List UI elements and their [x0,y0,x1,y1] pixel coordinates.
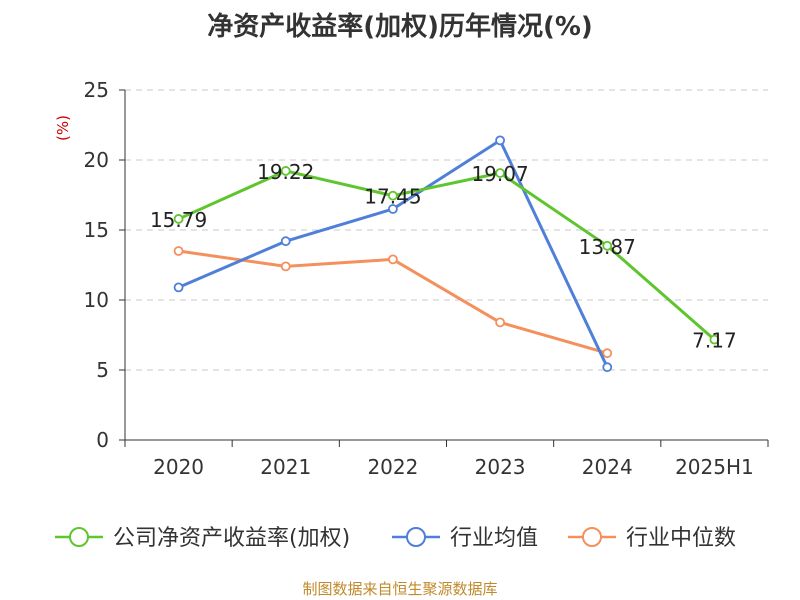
data-point [173,282,184,293]
y-tick-label: 5 [96,358,109,382]
chart-title: 净资产收益率(加权)历年情况(%) [207,12,593,42]
x-tick-label: 2024 [582,455,633,479]
x-tick-label: 2022 [367,455,418,479]
data-point [602,362,613,373]
y-tick-label: 10 [84,288,109,312]
x-tick-label: 2020 [153,455,204,479]
data-point [388,190,398,201]
legend-marker [406,527,426,547]
data-label: 19.22 [257,160,314,184]
data-label: 17.45 [364,185,421,209]
legend-label: 行业均值 [450,526,538,551]
data-point [280,261,291,272]
data-label: 7.17 [692,329,737,353]
legend-marker [69,527,89,547]
x-tick-label: 2021 [260,455,311,479]
data-point [388,204,398,214]
data-point [388,254,398,265]
data-label: 15.79 [150,208,207,232]
data-point [709,334,720,345]
y-axis-label: (%) [54,115,72,141]
data-point [280,166,291,176]
x-tick-label: 2023 [475,455,526,479]
data-point [602,240,613,251]
series-line-2 [178,249,608,355]
data-point [495,317,505,328]
legend-label: 公司净资产收益率(加权) [113,526,350,551]
x-tick-label: 2025H1 [675,455,754,479]
data-label: 13.87 [579,235,636,259]
y-tick-label: 0 [96,428,109,452]
data-label: 19.07 [471,162,528,186]
series-line-0 [177,169,716,341]
data-point [173,214,184,224]
legend-marker [582,527,602,547]
data-point [495,135,505,146]
y-tick-label: 20 [84,148,109,172]
y-tick-label: 15 [84,218,109,242]
data-point [602,348,613,359]
y-tick-label: 25 [84,78,109,102]
data-point [495,168,505,178]
data-point [173,246,184,256]
data-point [280,236,291,247]
data-source-note: 制图数据来自恒生聚源数据库 [302,580,498,598]
legend-label: 行业中位数 [626,526,736,551]
